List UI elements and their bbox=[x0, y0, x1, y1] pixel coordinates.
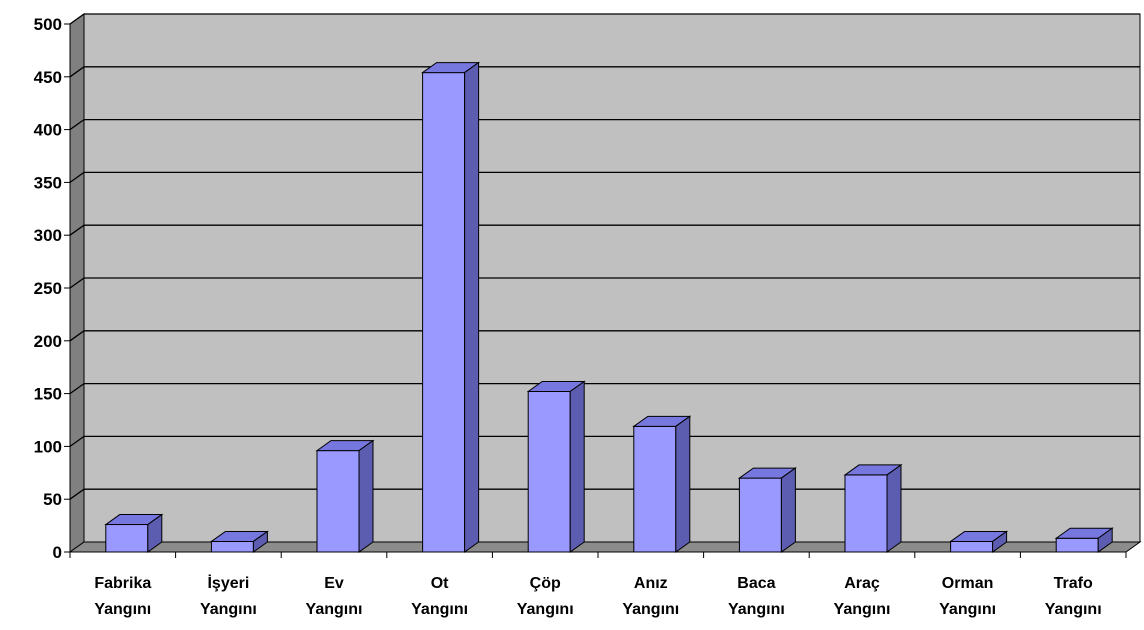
bar-front bbox=[527, 390, 571, 553]
y-tick-label: 500 bbox=[34, 15, 62, 34]
bar bbox=[843, 463, 903, 553]
y-tick-label: 100 bbox=[34, 437, 62, 456]
bar bbox=[632, 415, 692, 553]
bar-front bbox=[316, 450, 360, 553]
bar-side bbox=[675, 415, 691, 553]
x-category-label: Ev Yangını bbox=[306, 575, 363, 618]
bar-front bbox=[422, 72, 466, 553]
gridline-wall bbox=[69, 66, 85, 78]
x-axis-category-labels: Fabrika Yangını İşyeri Yangını Ev Yangını Ot Ya… bbox=[69, 552, 1127, 618]
y-tick-label: 400 bbox=[34, 121, 62, 140]
bar-side bbox=[1097, 527, 1113, 553]
x-category-label: Orman Yangını bbox=[939, 575, 996, 618]
bar-front bbox=[105, 524, 149, 553]
x-category-label: Fabrika Yangını bbox=[94, 575, 151, 618]
y-tick-label: 150 bbox=[34, 385, 62, 404]
gridline-wall bbox=[69, 488, 85, 500]
gridline-wall bbox=[69, 435, 85, 447]
bar-side bbox=[252, 530, 268, 553]
y-tick-label: 300 bbox=[34, 226, 62, 245]
x-category-label: İşyeri Yangını bbox=[200, 574, 257, 618]
bar bbox=[949, 530, 1009, 553]
bar-side bbox=[569, 380, 585, 553]
gridline-wall bbox=[69, 330, 85, 342]
bar bbox=[526, 380, 586, 553]
y-tick-label: 250 bbox=[34, 279, 62, 298]
x-category-label: Baca Yangını bbox=[728, 575, 785, 618]
y-tick-label: 450 bbox=[34, 68, 62, 87]
bar bbox=[209, 530, 269, 553]
plot-area bbox=[68, 13, 1142, 553]
bar-front bbox=[1055, 537, 1099, 553]
bar-side bbox=[992, 530, 1008, 553]
gridline-wall bbox=[69, 277, 85, 289]
x-category-label: Anız Yangını bbox=[622, 575, 679, 618]
y-axis-tick-labels: 0 50 100 150 200 250 300 350 400 450 500 bbox=[34, 15, 62, 562]
bar-side bbox=[886, 463, 902, 553]
gridlines bbox=[64, 13, 1140, 553]
bar-side bbox=[780, 467, 796, 553]
x-category-label: Çöp Yangını bbox=[517, 575, 574, 618]
bar-side bbox=[147, 513, 163, 553]
gridline-wall bbox=[69, 171, 85, 183]
bar bbox=[421, 61, 481, 553]
gridline-wall bbox=[69, 13, 85, 25]
y-tick-label: 350 bbox=[34, 173, 62, 192]
x-category-label: Trafo Yangını bbox=[1045, 575, 1102, 618]
bar-front bbox=[950, 540, 994, 553]
bar-side bbox=[358, 439, 374, 553]
y-tick-label: 50 bbox=[43, 490, 62, 509]
y-tick-label: 0 bbox=[53, 543, 62, 562]
bar bbox=[737, 467, 797, 553]
bar-side bbox=[464, 61, 480, 553]
bar bbox=[1054, 527, 1114, 553]
x-category-label: Araç Yangını bbox=[834, 575, 891, 618]
gridline-wall bbox=[69, 224, 85, 236]
gridline-wall bbox=[69, 383, 85, 395]
bar bbox=[104, 513, 164, 553]
bar bbox=[315, 439, 375, 553]
bar-front bbox=[844, 474, 888, 553]
y-tick-label: 200 bbox=[34, 332, 62, 351]
bars bbox=[104, 61, 1114, 553]
bar-front bbox=[210, 540, 254, 553]
gridline-wall bbox=[69, 119, 85, 131]
x-category-label: Ot Yangını bbox=[411, 575, 468, 618]
bar-front bbox=[633, 425, 677, 553]
bar-front bbox=[738, 477, 782, 553]
